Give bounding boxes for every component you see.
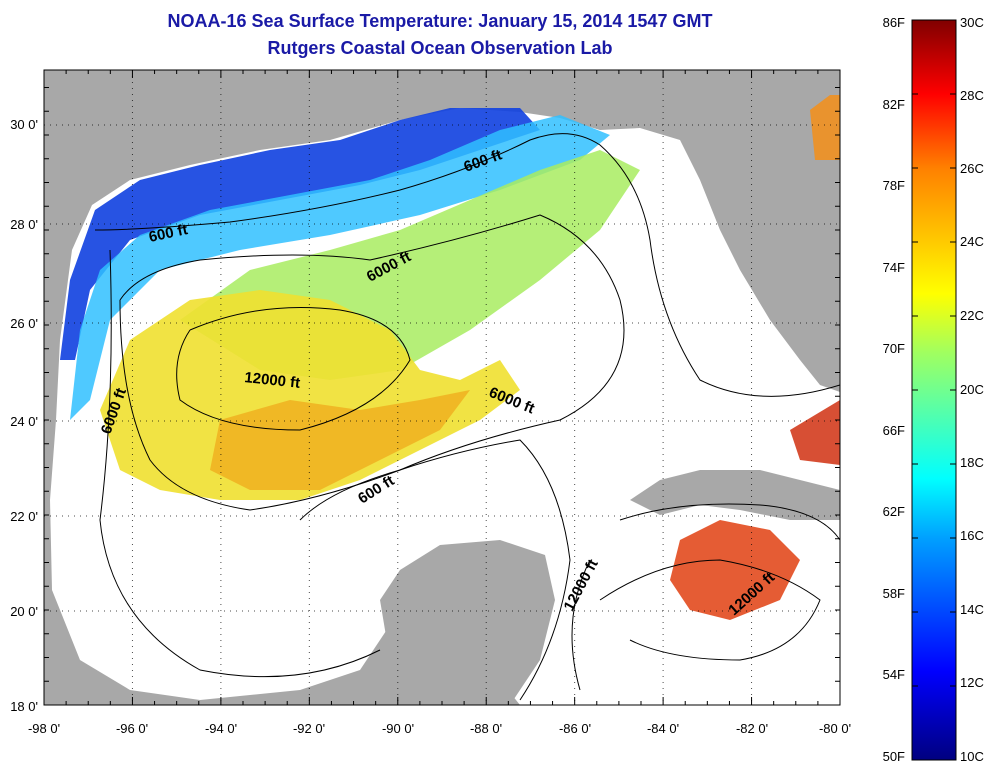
- latitude-labels: 30 0' 28 0' 26 0' 24 0' 22 0' 20 0' 18 0…: [10, 117, 38, 714]
- colorbar-label-c: 26C: [960, 161, 984, 176]
- colorbar-label-c: 24C: [960, 234, 984, 249]
- colorbar-gradient: [911, 19, 957, 761]
- colorbar-label-c: 16C: [960, 528, 984, 543]
- lon-tick-label: -82 0': [736, 721, 768, 736]
- lon-tick-label: -88 0': [470, 721, 502, 736]
- colorbar-label-f: 50F: [883, 749, 905, 764]
- colorbar-label-f: 66F: [883, 423, 905, 438]
- colorbar-label-c: 12C: [960, 675, 984, 690]
- lat-tick-label: 20 0': [10, 604, 38, 619]
- lon-tick-label: -80 0': [819, 721, 851, 736]
- sst-cyan-band: [70, 115, 610, 420]
- lat-tick-label: 18 0': [10, 699, 38, 714]
- lon-tick-label: -94 0': [205, 721, 237, 736]
- lon-tick-label: -96 0': [116, 721, 148, 736]
- lat-tick-label: 24 0': [10, 414, 38, 429]
- lat-tick-label: 28 0': [10, 217, 38, 232]
- map-area: 600 ft 600 ft 6000 ft 6000 ft 12000 ft 6…: [44, 70, 840, 705]
- colorbar-label-c: 28C: [960, 88, 984, 103]
- colorbar-label-c: 14C: [960, 602, 984, 617]
- contour-label: 12000 ft: [244, 369, 301, 392]
- sst-cold-coastal: [60, 108, 540, 360]
- cuba-land: [630, 470, 840, 520]
- colorbar-label-c: 18C: [960, 455, 984, 470]
- colorbar-label-c: 30C: [960, 15, 984, 30]
- sst-yellow-core: [100, 290, 520, 500]
- lat-tick-label: 22 0': [10, 509, 38, 524]
- axis-ticks: [43, 70, 841, 706]
- lat-tick-label: 30 0': [10, 117, 38, 132]
- lon-tick-label: -90 0': [382, 721, 414, 736]
- map-subtitle: Rutgers Coastal Ocean Observation Lab: [267, 38, 613, 58]
- colorbar: 86F 82F 78F 74F 70F 66F 62F 58F 54F 50F …: [883, 15, 984, 764]
- bathymetry-contours: [94, 133, 840, 701]
- yucatan-land: [380, 540, 555, 705]
- sst-florida-warm: [810, 95, 840, 160]
- sst-red-caribbean: [670, 520, 800, 620]
- colorbar-label-f: 86F: [883, 15, 905, 30]
- map-title: NOAA-16 Sea Surface Temperature: January…: [167, 11, 713, 31]
- graticule: [44, 70, 840, 705]
- sst-bahamas-warm: [790, 400, 840, 465]
- colorbar-label-f: 62F: [883, 504, 905, 519]
- colorbar-label-f: 58F: [883, 586, 905, 601]
- lon-tick-label: -84 0': [647, 721, 679, 736]
- lon-tick-label: -92 0': [293, 721, 325, 736]
- lon-tick-label: -98 0': [28, 721, 60, 736]
- colorbar-label-c: 20C: [960, 382, 984, 397]
- longitude-labels: -98 0' -96 0' -94 0' -92 0' -90 0' -88 0…: [28, 721, 851, 736]
- colorbar-label-f: 54F: [883, 667, 905, 682]
- lat-tick-label: 26 0': [10, 316, 38, 331]
- florida-land: [680, 70, 840, 360]
- lon-tick-label: -86 0': [559, 721, 591, 736]
- colorbar-ticks: [912, 19, 956, 761]
- colorbar-label-f: 70F: [883, 341, 905, 356]
- colorbar-label-c: 22C: [960, 308, 984, 323]
- colorbar-label-f: 74F: [883, 260, 905, 275]
- sst-orange-patch: [210, 390, 470, 490]
- colorbar-label-f: 78F: [883, 178, 905, 193]
- colorbar-label-c: 10C: [960, 749, 984, 764]
- colorbar-label-f: 82F: [883, 97, 905, 112]
